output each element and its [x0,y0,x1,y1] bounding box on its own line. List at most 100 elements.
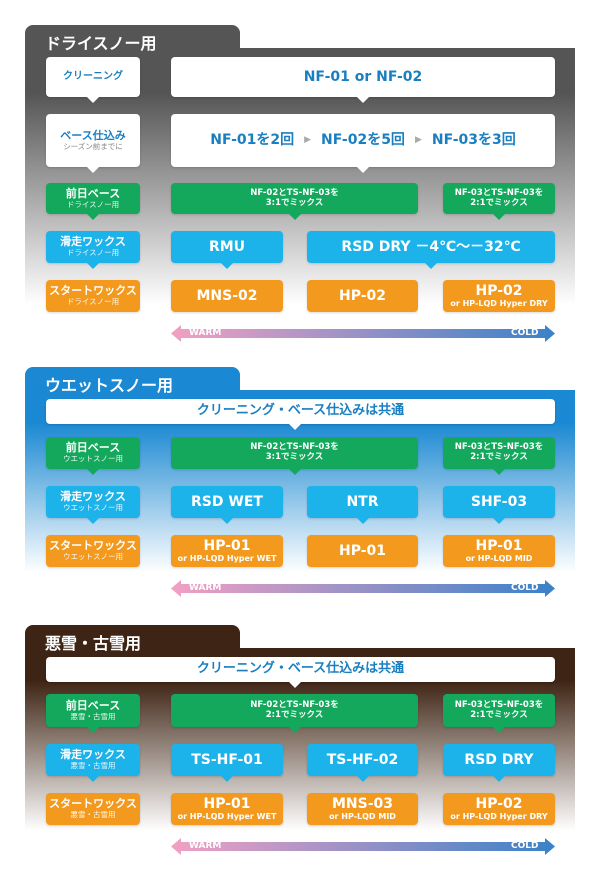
start-wax: HP-01 [307,535,418,567]
row-sublabel: ウエットスノー用 [63,454,123,463]
glide-label: 滑走ワックス 悪雪・古雪用 [46,744,140,776]
mix-line2: 3:1でミックス [265,197,324,208]
row-label: スタートワックス [49,284,137,298]
start-wax-alt: or HP-LQD MID [465,554,533,564]
row-sublabel: 悪雪・古雪用 [70,711,116,721]
row-sublabel: ドライスノー用 [66,248,120,257]
cold-label: COLD [511,841,539,851]
start-wax-main: HP-02 [338,287,387,304]
warm-cold-arrow-icon [171,580,555,597]
warm-cold-arrow-icon [171,325,555,342]
start-label: スタートワックス 悪雪・古雪用 [46,793,140,825]
start-wax-alt: or HP-LQD Hyper WET [177,812,277,822]
pointer-icon [221,776,233,782]
start-wax-main: MNS-02 [196,287,258,304]
pointer-icon [493,518,505,524]
pointer-icon [356,518,369,524]
mix-line1: NF-03とTS-NF-03を [454,699,544,710]
start-wax: HP-01 or HP-LQD MID [443,535,555,567]
start-wax-main: HP-01 [203,796,251,813]
pre-base-mix: NF-03とTS-NF-03を 2:1でミックス [443,694,555,727]
mix-line1: NF-02とTS-NF-03を [250,187,339,198]
pointer-icon [289,469,301,475]
pre-base-label: 前日ベース ドライスノー用 [46,183,140,214]
mix-line1: NF-02とTS-NF-03を [250,699,339,710]
row-label: 滑走ワックス [60,235,126,249]
warm-label: WARM [189,328,222,338]
steps-row: NF-01を2回 ▶ NF-02を5回 ▶ NF-03を3回 [210,132,516,148]
cold-label: COLD [511,328,539,338]
start-wax: HP-02 or HP-LQD Hyper DRY [443,280,555,312]
warm-label: WARM [189,583,222,593]
cleaning-label: クリーニング [46,57,140,97]
pointer-icon [357,167,369,173]
start-wax-main: HP-02 [475,283,523,300]
glide-wax: RSD DRY [443,744,555,776]
row-label: クリーニング [63,71,123,83]
start-wax: HP-02 [307,280,418,312]
base-step: NF-01を2回 [210,132,295,149]
pointer-icon [87,263,99,269]
section-title: 悪雪・古雪用 [25,625,240,653]
pre-base-label: 前日ベース ウエットスノー用 [46,437,140,469]
start-wax: MNS-02 [171,280,283,312]
mix-line1: NF-03とTS-NF-03を [454,442,544,453]
pointer-icon [357,97,369,103]
mix-line1: NF-03とTS-NF-03を [454,187,544,198]
pointer-icon [87,727,99,733]
cleaning-value: NF-01 or NF-02 [171,57,555,97]
row-label: 滑走ワックス [60,490,126,504]
pre-base-label: 前日ベース 悪雪・古雪用 [46,694,140,727]
pre-base-mix: NF-02とTS-NF-03を 3:1でミックス [171,183,418,214]
start-wax: HP-01 or HP-LQD Hyper WET [171,535,283,567]
glide-label: 滑走ワックス ドライスノー用 [46,231,140,263]
pre-base-mix: NF-02とTS-NF-03を 3:1でミックス [171,437,418,469]
start-wax: HP-02 or HP-LQD Hyper DRY [443,793,555,825]
row-label: 前日ベース [65,441,121,455]
row-label: 前日ベース [65,186,121,200]
row-label: スタートワックス [49,539,137,553]
pointer-icon [493,469,505,475]
pointer-icon [493,214,505,220]
start-wax-alt: or HP-LQD Hyper WET [177,554,277,564]
pre-base-mix: NF-02とTS-NF-03を 2:1でミックス [171,694,418,727]
row-sublabel: 悪雪・古雪用 [70,761,116,770]
start-wax-main: HP-01 [203,538,251,555]
base-steps: NF-01を2回 ▶ NF-02を5回 ▶ NF-03を3回 [171,114,555,167]
glide-wax: RSD DRY －4℃～－32℃ [307,231,555,263]
pointer-icon [493,776,505,782]
row-sublabel: シーズン前までに [63,141,123,151]
temperature-scale: WARM COLD [171,325,555,342]
row-label: 滑走ワックス [60,748,126,762]
glide-label: 滑走ワックス ウエットスノー用 [46,486,140,518]
row-sublabel: ウエットスノー用 [63,552,123,561]
start-wax-main: HP-01 [338,542,387,559]
start-wax-alt: or HP-LQD Hyper DRY [450,299,548,309]
glide-wax: TS-HF-02 [307,744,418,776]
start-wax-alt: or HP-LQD Hyper DRY [450,812,548,822]
mix-line2: 3:1でミックス [265,452,324,462]
mix-line2: 2:1でミックス [470,709,528,720]
warm-label: WARM [189,841,222,851]
row-sublabel: ドライスノー用 [66,199,120,209]
row-sublabel: 悪雪・古雪用 [70,810,116,819]
glide-wax: TS-HF-01 [171,744,283,776]
start-wax: HP-01 or HP-LQD Hyper WET [171,793,283,825]
pointer-icon [87,518,99,524]
pointer-icon [221,518,233,524]
start-label: スタートワックス ウエットスノー用 [46,535,140,567]
section-title: ウエットスノー用 [25,367,240,395]
pointer-icon [289,727,301,733]
pointer-icon [87,469,99,475]
triangle-right-icon: ▶ [414,135,422,146]
row-sublabel: ドライスノー用 [66,297,120,306]
pointer-icon [493,727,505,733]
start-wax-alt: or HP-LQD MID [329,812,396,822]
glide-wax: NTR [307,486,418,518]
row-label: 前日ベース [65,698,121,712]
mix-line2: 2:1でミックス [265,709,324,720]
base-step: NF-02を5回 [321,132,405,149]
pointer-icon [87,776,99,782]
section-title: ドライスノー用 [25,25,240,53]
pointer-icon [289,682,301,688]
